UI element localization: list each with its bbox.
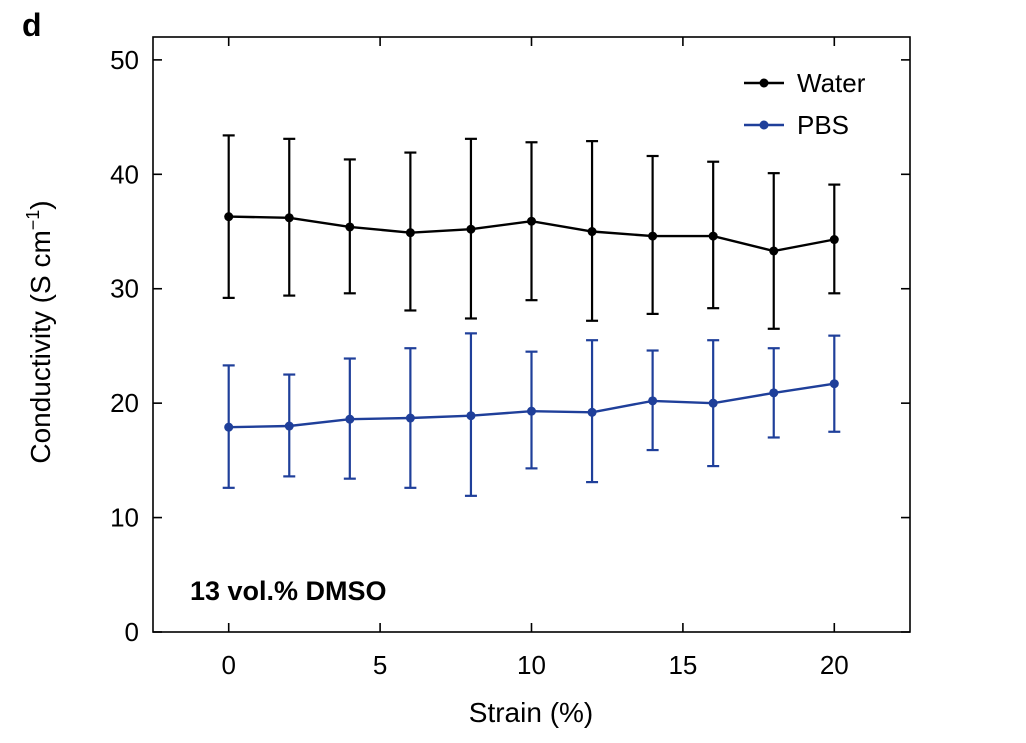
y-tick-label: 50 <box>110 45 139 75</box>
y-tick-label: 20 <box>110 388 139 418</box>
pbs-data-point <box>769 388 779 398</box>
water-data-point <box>769 246 779 256</box>
water-data-point <box>224 212 234 222</box>
x-axis: 0 5 10 15 20 <box>221 37 849 680</box>
water-data-point <box>587 227 597 237</box>
water-data-point <box>708 231 718 241</box>
y-axis: 0 10 20 30 40 50 <box>110 45 910 647</box>
legend-water-marker <box>759 78 769 88</box>
water-data-point <box>345 222 355 232</box>
water-data-point <box>405 228 415 238</box>
x-tick-label: 10 <box>517 650 546 680</box>
y-tick-label: 30 <box>110 274 139 304</box>
pbs-data-point <box>648 396 658 406</box>
y-tick-label: 40 <box>110 159 139 189</box>
legend: Water PBS <box>744 68 866 140</box>
panel-label: d <box>22 7 42 43</box>
pbs-data-point <box>345 414 355 424</box>
pbs-data-point <box>708 398 718 408</box>
y-axis-label-close: ) <box>25 200 56 209</box>
pbs-data-point <box>587 407 597 417</box>
water-data-point <box>466 224 476 234</box>
water-data-point <box>648 231 658 241</box>
x-tick-label: 15 <box>668 650 697 680</box>
x-axis-label: Strain (%) <box>469 697 593 728</box>
y-axis-label-superscript: −1 <box>23 210 43 231</box>
condition-annotation: 13 vol.% DMSO <box>190 576 387 606</box>
pbs-data-point <box>284 421 294 431</box>
pbs-data-point <box>405 413 415 423</box>
y-tick-label: 10 <box>110 503 139 533</box>
x-tick-label: 20 <box>820 650 849 680</box>
y-tick-label: 0 <box>125 617 139 647</box>
water-data-point <box>284 213 294 223</box>
x-tick-label: 0 <box>221 650 235 680</box>
series-water <box>222 134 841 330</box>
water-data-point <box>829 235 839 245</box>
series-layer <box>222 134 841 497</box>
legend-pbs-label: PBS <box>797 110 849 140</box>
x-tick-label: 5 <box>373 650 387 680</box>
pbs-data-point <box>466 411 476 421</box>
y-axis-label-main: Conductivity (S cm <box>25 230 56 463</box>
pbs-data-point <box>527 406 536 416</box>
legend-pbs-marker <box>759 120 769 130</box>
pbs-data-point <box>829 379 839 389</box>
pbs-data-point <box>224 422 234 432</box>
legend-water-label: Water <box>797 68 866 98</box>
y-axis-label: Conductivity (S cm−1) <box>23 200 56 463</box>
series-pbs <box>222 332 841 497</box>
water-data-point <box>527 216 536 226</box>
